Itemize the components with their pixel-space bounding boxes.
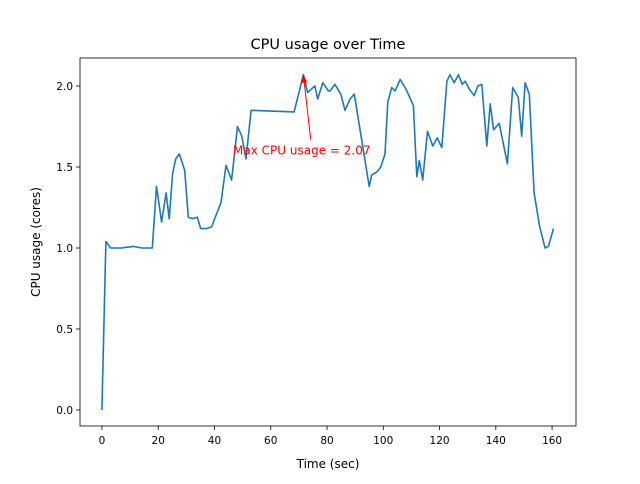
x-tick-label: 140 <box>486 435 506 447</box>
cpu-usage-line <box>101 73 555 411</box>
y-axis-ticks: 0.0 0.5 1.0 1.5 2.0 <box>56 81 80 417</box>
x-tick-label: 20 <box>152 435 165 447</box>
y-tick-label: 1.0 <box>56 243 73 255</box>
chart-title: CPU usage over Time <box>251 37 406 53</box>
annotation-text: Max CPU usage = 2.07 <box>233 143 370 157</box>
annotation-arrowhead <box>301 74 308 83</box>
x-tick-label: 80 <box>320 435 333 447</box>
y-tick-label: 1.5 <box>56 162 73 174</box>
x-tick-label: 100 <box>373 435 393 447</box>
plot-frame <box>79 57 577 427</box>
x-axis-ticks: 0 20 40 60 80 100 120 140 160 <box>99 426 562 447</box>
y-tick-label: 2.0 <box>56 81 73 93</box>
x-tick-label: 60 <box>264 435 277 447</box>
y-tick-label: 0.0 <box>56 405 73 417</box>
x-tick-label: 40 <box>208 435 221 447</box>
y-tick-label: 0.5 <box>56 324 73 336</box>
x-axis-label: Time (sec) <box>296 457 360 471</box>
max-annotation: Max CPU usage = 2.07 <box>233 74 371 157</box>
annotation-arrow <box>303 82 312 140</box>
x-tick-label: 120 <box>430 435 450 447</box>
x-tick-label: 160 <box>542 435 562 447</box>
x-tick-label: 0 <box>99 435 106 447</box>
y-axis-label: CPU usage (cores) <box>29 187 43 297</box>
